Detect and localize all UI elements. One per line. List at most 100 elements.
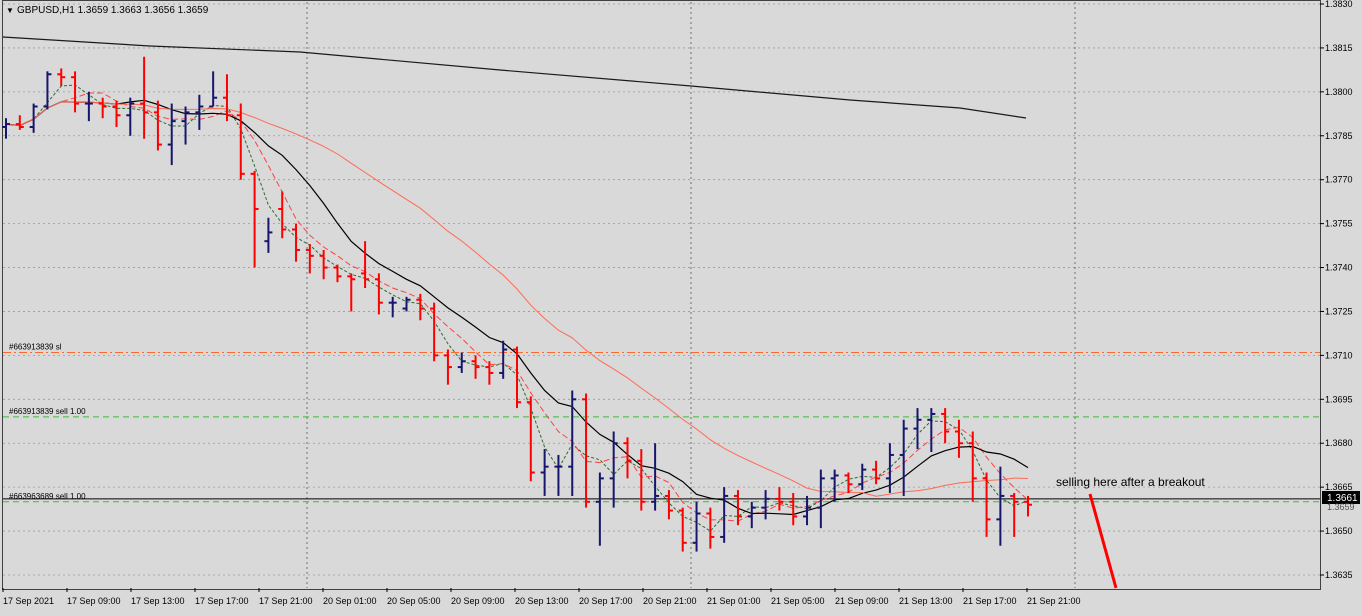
ohlc-bar	[402, 296, 411, 312]
ohlc-bar	[651, 443, 660, 511]
ohlc-bar	[941, 408, 950, 444]
ohlc-bar	[195, 94, 204, 130]
time-tick-label: 20 Sep 01:00	[323, 596, 377, 606]
price-tick-label: 1.3665	[1325, 482, 1353, 492]
ohlc-bar	[872, 460, 881, 485]
time-tick-label: 17 Sep 2021	[3, 596, 54, 606]
ohlc-bar	[775, 487, 784, 511]
ohlc-bar	[84, 91, 93, 122]
ohlc-bar	[140, 56, 149, 139]
time-tick-label: 21 Sep 13:00	[899, 596, 953, 606]
price-tick-label: 1.3725	[1325, 306, 1353, 316]
price-tick-label: 1.3710	[1325, 350, 1353, 360]
price-tick-label: 1.3635	[1325, 570, 1353, 580]
annotation-text: selling here after a breakout	[1056, 475, 1205, 489]
ohlc-bar	[623, 437, 632, 479]
ohlc-bar	[250, 170, 259, 268]
ma-slow-red	[5, 101, 1029, 497]
ohlc-bar	[457, 352, 466, 373]
ohlc-bar	[416, 293, 425, 321]
ohlc-bar	[388, 296, 397, 318]
ohlc-bar	[637, 449, 646, 511]
ohlc-bar	[568, 390, 577, 496]
ohlc-bar	[333, 264, 342, 283]
ohlc-bar	[803, 495, 812, 526]
ohlc-bar	[112, 100, 121, 127]
trade-levels: #663913839 sl #663913839 sell 1.00 #663963…	[3, 342, 1320, 503]
ohlc-bar	[167, 103, 176, 166]
time-tick-label: 17 Sep 09:00	[67, 596, 121, 606]
ohlc-bar	[982, 472, 991, 537]
current-price-tag: 1.3661 1.3659	[1322, 491, 1360, 512]
ohlc-bar	[2, 118, 10, 139]
ohlc-bar	[789, 493, 798, 526]
ohlc-bar	[236, 103, 245, 180]
ohlc-bar	[126, 97, 135, 136]
time-tick-label: 21 Sep 17:00	[963, 596, 1017, 606]
annotation-box: selling here after a breakout	[1056, 475, 1205, 489]
trade-line-label: #663963689 sell 1.00	[9, 492, 86, 501]
ohlc-bar	[899, 419, 908, 496]
ohlc-bar	[43, 71, 52, 110]
time-tick-label: 17 Sep 13:00	[131, 596, 185, 606]
ohlc-bar	[761, 490, 770, 520]
price-tick-label: 1.3770	[1325, 175, 1353, 185]
ohlc-bar	[443, 349, 452, 385]
ohlc-bar	[609, 431, 618, 508]
ohlc-bar	[98, 97, 107, 119]
time-tick-label: 21 Sep 01:00	[707, 596, 761, 606]
ohlc-bar	[153, 100, 162, 151]
ohlc-bar	[278, 191, 287, 239]
ohlc-bar	[29, 103, 38, 133]
ohlc-bar	[954, 419, 963, 458]
price-tick-label: 1.3755	[1325, 219, 1353, 229]
time-tick-label: 17 Sep 21:00	[259, 596, 313, 606]
ohlc-bar	[678, 507, 687, 552]
ohlc-bar	[582, 393, 591, 508]
time-tick-label: 20 Sep 09:00	[451, 596, 505, 606]
time-tick-label: 21 Sep 05:00	[771, 596, 825, 606]
ohlc-bar	[1010, 493, 1019, 537]
ohlc-bar	[71, 71, 80, 113]
price-tick-label: 1.3680	[1325, 438, 1353, 448]
ma-long	[2, 36, 1027, 119]
ohlc-bar	[554, 454, 563, 496]
current-price-label: 1.3661	[1327, 493, 1358, 504]
symbol-info: GBPUSD,H1 1.3659 1.3663 1.3656 1.3659	[17, 5, 209, 16]
price-tick-label: 1.3740	[1325, 263, 1353, 273]
ohlc-bar	[968, 431, 977, 502]
ohlc-bar	[858, 463, 867, 491]
ohlc-bar	[913, 408, 922, 450]
ohlc-bar	[430, 302, 439, 362]
ohlc-bar	[720, 487, 729, 543]
ohlc-bar	[540, 449, 549, 496]
price-tick-label: 1.3815	[1325, 43, 1353, 53]
ohlc-bar	[374, 273, 383, 315]
ohlc-bar	[209, 71, 218, 108]
time-tick-label: 21 Sep 21:00	[1027, 596, 1081, 606]
ohlc-bar	[361, 241, 370, 289]
price-axis: 1.3830 1.3815 1.3800 1.3785 1.3770 1.3755 1.37…	[1320, 0, 1353, 580]
ohlc-bar	[292, 223, 301, 262]
ohlc-bar	[664, 490, 673, 520]
time-tick-label: 20 Sep 13:00	[515, 596, 569, 606]
price-tick-label: 1.3830	[1325, 0, 1353, 9]
ohlc-bar	[927, 408, 936, 453]
time-tick-label: 17 Sep 17:00	[195, 596, 249, 606]
ohlc-bar	[830, 469, 839, 502]
ohlc-bar	[706, 507, 715, 549]
price-tick-label: 1.3695	[1325, 394, 1353, 404]
ohlc-bar	[844, 472, 853, 494]
ohlc-bars	[2, 56, 1032, 552]
ohlc-bar	[692, 501, 701, 552]
ohlc-bar	[885, 443, 894, 494]
breakout-arrow-line	[1088, 493, 1118, 589]
ohlc-bar	[526, 396, 535, 482]
price-tick-label: 1.3785	[1325, 131, 1353, 141]
trade-line-label: #663913839 sl	[9, 342, 62, 351]
ohlc-bar	[57, 68, 66, 86]
collapse-arrow-icon[interactable]: ▼	[6, 6, 14, 15]
price-tick-label: 1.3800	[1325, 87, 1353, 97]
